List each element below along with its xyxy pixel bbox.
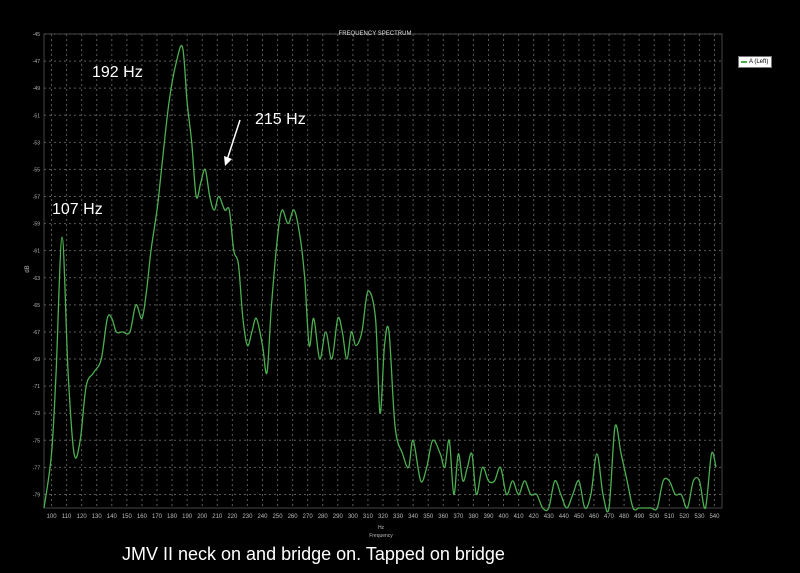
series-line-a-left- bbox=[43, 44, 717, 513]
x-tick-label: 510 bbox=[664, 514, 675, 520]
y-tick-label: -77 bbox=[33, 465, 40, 471]
y-tick-label: -61 bbox=[33, 249, 40, 255]
x-tick-label: 300 bbox=[348, 514, 359, 520]
x-tick-label: 330 bbox=[393, 514, 404, 520]
series-layer bbox=[43, 44, 717, 513]
x-tick-label: 240 bbox=[257, 514, 268, 520]
y-tick-label: -69 bbox=[33, 357, 40, 363]
x-tick-label: 370 bbox=[453, 514, 464, 520]
x-tick-label: 490 bbox=[634, 514, 645, 520]
annotation-215hz: 215 Hz bbox=[255, 111, 306, 128]
x-axis-label: Frequency bbox=[369, 533, 393, 539]
annotation-192hz: 192 Hz bbox=[92, 64, 143, 81]
x-tick-label: 360 bbox=[438, 514, 449, 520]
x-tick-label: 120 bbox=[77, 514, 88, 520]
y-axis-label: dB bbox=[25, 265, 31, 272]
x-tick-label: 130 bbox=[92, 514, 103, 520]
y-tick-label: -59 bbox=[33, 222, 40, 228]
x-tick-label: 480 bbox=[619, 514, 630, 520]
x-tick-label: 530 bbox=[694, 514, 705, 520]
y-tick-label: -73 bbox=[33, 411, 40, 417]
y-tick-label: -45 bbox=[33, 32, 40, 38]
x-tick-label: 210 bbox=[212, 514, 223, 520]
x-tick-label: 500 bbox=[649, 514, 660, 520]
x-tick-label: 220 bbox=[227, 514, 238, 520]
x-tick-label: 470 bbox=[604, 514, 615, 520]
x-tick-label: 170 bbox=[152, 514, 163, 520]
x-tick-label: 110 bbox=[62, 514, 72, 520]
x-tick-label: 290 bbox=[333, 514, 344, 520]
x-tick-label: 200 bbox=[197, 514, 208, 520]
caption: JMV II neck on and bridge on. Tapped on … bbox=[122, 544, 505, 564]
x-tick-label: 340 bbox=[408, 514, 419, 520]
x-tick-label: 520 bbox=[679, 514, 690, 520]
x-tick-label: 460 bbox=[589, 514, 600, 520]
x-tick-label: 420 bbox=[529, 514, 540, 520]
x-tick-label: 320 bbox=[378, 514, 389, 520]
y-tick-label: -79 bbox=[33, 492, 40, 498]
x-tick-label: 250 bbox=[273, 514, 284, 520]
y-tick-label: -47 bbox=[33, 59, 40, 65]
x-tick-label: 160 bbox=[137, 514, 148, 520]
x-tick-label: 390 bbox=[483, 514, 494, 520]
x-tick-label: 280 bbox=[318, 514, 329, 520]
x-axis-unit: Hz bbox=[378, 525, 385, 531]
y-tick-label: -71 bbox=[33, 384, 40, 390]
legend: A (Left) bbox=[738, 56, 772, 68]
x-tick-label: 410 bbox=[514, 514, 525, 520]
y-tick-label: -49 bbox=[33, 86, 40, 92]
x-tick-label: 140 bbox=[107, 514, 118, 520]
x-tick-label: 230 bbox=[242, 514, 253, 520]
y-ticks: -45 -47 -49 -51 -53 -55 -57 -59 -61 -63 -65 -67 -69 -… bbox=[33, 32, 40, 498]
x-tick-label: 310 bbox=[363, 514, 374, 520]
y-tick-label: -57 bbox=[33, 195, 40, 201]
x-tick-label: 430 bbox=[544, 514, 555, 520]
annotation-107hz: 107 Hz bbox=[52, 201, 103, 218]
y-tick-label: -65 bbox=[33, 303, 40, 309]
x-tick-label: 540 bbox=[709, 514, 720, 520]
y-tick-label: -63 bbox=[33, 276, 40, 282]
y-tick-label: -55 bbox=[33, 167, 40, 173]
x-tick-label: 270 bbox=[303, 514, 314, 520]
x-tick-label: 190 bbox=[182, 514, 193, 520]
x-tick-label: 100 bbox=[47, 514, 58, 520]
y-tick-label: -51 bbox=[33, 113, 40, 119]
arrow-215hz bbox=[224, 119, 241, 166]
y-tick-label: -67 bbox=[33, 330, 40, 336]
x-tick-label: 380 bbox=[468, 514, 479, 520]
grid bbox=[44, 33, 722, 508]
y-tick-label: -53 bbox=[33, 140, 40, 146]
x-tick-label: 350 bbox=[423, 514, 434, 520]
x-tick-label: 440 bbox=[559, 514, 570, 520]
x-tick-label: 450 bbox=[574, 514, 585, 520]
x-ticks: 100 110 120 130 140 150 160 170 180 190 200 210 220 2… bbox=[47, 514, 721, 520]
chart-title: FREQUENCY SPECTRUM bbox=[339, 31, 412, 37]
x-tick-label: 260 bbox=[288, 514, 299, 520]
x-tick-label: 400 bbox=[499, 514, 510, 520]
legend-label: A (Left) bbox=[749, 59, 769, 65]
x-tick-label: 180 bbox=[167, 514, 178, 520]
legend-swatch bbox=[741, 61, 747, 63]
x-tick-label: 150 bbox=[122, 514, 133, 520]
y-tick-label: -75 bbox=[33, 438, 40, 444]
